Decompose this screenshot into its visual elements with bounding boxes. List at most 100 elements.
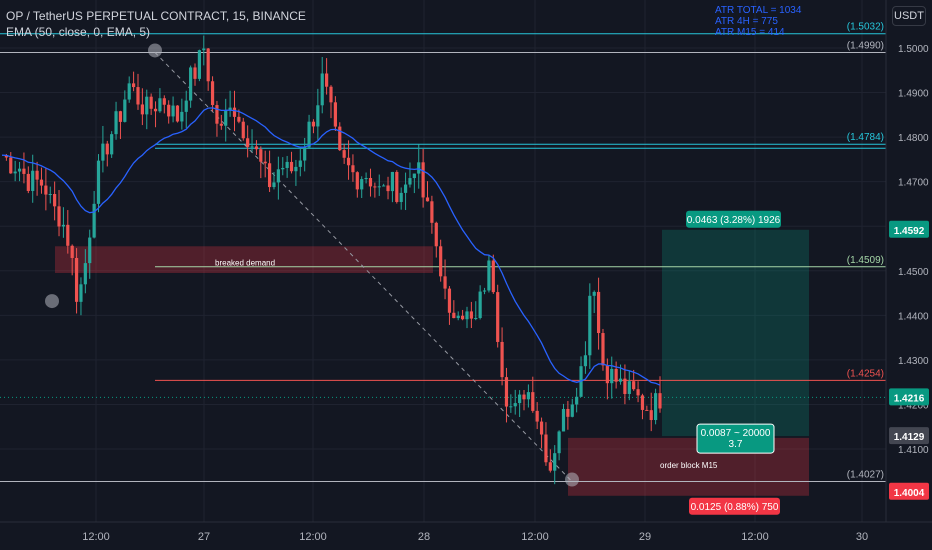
level-label: (1.5032) bbox=[847, 22, 884, 33]
candle-body bbox=[88, 237, 92, 264]
target-label-box bbox=[686, 210, 781, 228]
candle-body bbox=[421, 162, 425, 198]
candle-body bbox=[193, 67, 197, 79]
y-tick-label: 1.4800 bbox=[898, 133, 929, 144]
price-tag-box bbox=[889, 220, 929, 238]
candle-body bbox=[355, 172, 359, 190]
candle-body bbox=[588, 295, 592, 356]
candle-body bbox=[259, 149, 263, 162]
candle-body bbox=[346, 157, 351, 166]
candle-body bbox=[553, 453, 557, 471]
currency-unit-button[interactable]: USDT bbox=[892, 6, 926, 26]
price-tag-label: 1.4216 bbox=[894, 393, 925, 404]
candle-body bbox=[162, 98, 166, 105]
candle-body bbox=[140, 104, 144, 115]
candle-body bbox=[338, 126, 342, 151]
candle-body bbox=[114, 111, 118, 135]
candle-body bbox=[228, 107, 232, 111]
candle-body bbox=[605, 365, 609, 384]
candle-body bbox=[469, 311, 473, 319]
candle-body bbox=[645, 409, 649, 411]
candle-body bbox=[412, 173, 416, 179]
candle-body bbox=[417, 162, 421, 174]
breaked-demand-zone bbox=[55, 246, 433, 274]
candle-body bbox=[316, 105, 320, 127]
candle-body bbox=[403, 184, 408, 193]
candle-body bbox=[118, 111, 123, 122]
y-tick-label: 1.4200 bbox=[898, 400, 929, 411]
candle-body bbox=[294, 166, 298, 172]
ema-indicator-label[interactable]: EMA (50, close, 0, EMA, 5) bbox=[6, 25, 151, 39]
candle-body bbox=[487, 260, 491, 291]
candle-body bbox=[632, 381, 636, 390]
candle-body bbox=[224, 110, 228, 126]
candle-body bbox=[26, 173, 30, 191]
candle-body bbox=[9, 157, 13, 174]
entry-label-box bbox=[696, 423, 775, 454]
level-label: (1.4027) bbox=[847, 470, 884, 481]
price-tag-box bbox=[889, 482, 929, 500]
ema-line bbox=[1, 107, 661, 386]
candle-body bbox=[35, 170, 39, 180]
candle-body bbox=[623, 378, 627, 394]
symbol-title[interactable]: OP / TetherUS PERPETUAL CONTRACT, 15, BI… bbox=[6, 9, 306, 23]
candle-body bbox=[39, 179, 44, 186]
stop-label: 0.0125 (0.88%) 750 bbox=[689, 497, 780, 515]
candle-body bbox=[17, 168, 22, 172]
candle-body bbox=[263, 161, 267, 164]
level-label: (1.4254) bbox=[847, 368, 884, 379]
candle-body bbox=[513, 403, 517, 407]
candle-body bbox=[443, 276, 447, 289]
candle-body bbox=[583, 355, 588, 367]
candle-body bbox=[456, 315, 460, 319]
candle-body bbox=[425, 197, 430, 202]
candle-body bbox=[83, 263, 87, 285]
x-tick-label: 29 bbox=[639, 531, 651, 543]
candle-body bbox=[250, 146, 254, 148]
candle-body bbox=[640, 395, 645, 410]
candle-body bbox=[325, 73, 329, 87]
stop-label-box bbox=[689, 497, 780, 515]
candle-body bbox=[311, 121, 316, 127]
candle-body bbox=[544, 434, 548, 463]
candle-body bbox=[123, 99, 127, 122]
candle-body bbox=[373, 186, 377, 188]
time-axis bbox=[0, 522, 932, 550]
candle-body bbox=[92, 203, 96, 238]
candle-body bbox=[522, 394, 526, 400]
candle-body bbox=[592, 291, 596, 296]
candle-body bbox=[232, 107, 237, 117]
price-tag-label: 1.4129 bbox=[894, 432, 925, 443]
price-tag-box bbox=[889, 388, 929, 406]
candle-body bbox=[105, 143, 109, 155]
candle-body bbox=[482, 290, 487, 292]
x-tick-label: 12:00 bbox=[82, 531, 110, 543]
candle-body bbox=[197, 50, 201, 79]
candle-body bbox=[272, 182, 276, 188]
candles bbox=[4, 35, 662, 485]
candle-body bbox=[79, 284, 83, 302]
atr-panel: ATR TOTAL = 1034 ATR 4H = 775 ATR M15 = … bbox=[715, 5, 801, 38]
candle-body bbox=[526, 392, 530, 400]
candle-body bbox=[4, 155, 8, 158]
level-label: (1.4784) bbox=[847, 132, 884, 143]
candle-body bbox=[351, 165, 355, 173]
candle-body bbox=[531, 392, 535, 411]
candle-body bbox=[237, 116, 241, 122]
candle-body bbox=[329, 86, 333, 103]
candle-body bbox=[219, 123, 223, 126]
y-tick-label: 1.4100 bbox=[898, 445, 929, 456]
y-tick-label: 1.4400 bbox=[898, 311, 929, 322]
candle-body bbox=[110, 134, 114, 155]
candle-body bbox=[61, 224, 66, 227]
candle-body bbox=[360, 179, 364, 190]
x-tick-label: 12:00 bbox=[299, 531, 327, 543]
candle-body bbox=[53, 194, 57, 207]
candle-body bbox=[149, 96, 153, 109]
y-tick-label: 1.4700 bbox=[898, 178, 929, 189]
y-tick-label: 1.5000 bbox=[898, 44, 929, 55]
candle-body bbox=[206, 48, 210, 82]
candle-body bbox=[202, 48, 206, 51]
